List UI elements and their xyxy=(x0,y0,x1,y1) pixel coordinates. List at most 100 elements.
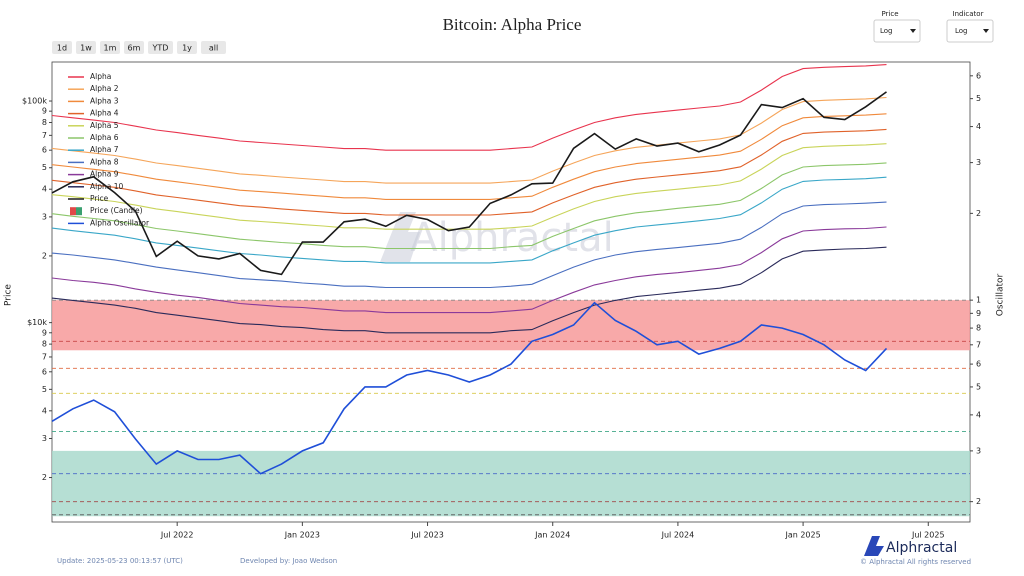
y2-tick-label: 5 xyxy=(976,382,981,391)
x-tick-label: Jul 2024 xyxy=(661,531,695,540)
y2-tick-label: 9 xyxy=(976,309,981,318)
legend-label: Alpha 6 xyxy=(90,133,119,142)
y-tick-label: 3 xyxy=(42,434,47,443)
legend-label: Alpha 8 xyxy=(90,157,119,166)
y-tick-label: 9 xyxy=(42,328,47,337)
y2-tick-label: 2 xyxy=(976,497,981,506)
legend-label: Alpha 7 xyxy=(90,145,119,154)
series-line xyxy=(51,143,887,230)
plot-frame xyxy=(51,61,971,523)
y-tick-label: 9 xyxy=(42,107,47,116)
series-line xyxy=(51,301,888,475)
series-line xyxy=(51,113,887,200)
x-tick-label: Jan 2023 xyxy=(284,531,320,540)
series-line xyxy=(51,201,887,289)
legend-label: Alpha 9 xyxy=(90,170,119,179)
y-tick-label: 2 xyxy=(42,251,47,260)
y2-tick-label: 5 xyxy=(976,94,981,103)
y2-tick-label: 4 xyxy=(976,410,981,419)
legend-label: Alpha 4 xyxy=(90,109,119,118)
update-time: Update: 2025-05-23 00:13:57 (UTC) xyxy=(57,557,183,565)
range-button[interactable] xyxy=(124,41,144,54)
series-line xyxy=(51,162,887,250)
y2-tick-label: 6 xyxy=(976,71,981,80)
legend-swatch xyxy=(76,207,82,216)
y-tick-label: 7 xyxy=(42,352,47,361)
range-button[interactable] xyxy=(148,41,173,54)
series-line xyxy=(51,91,887,276)
legend-label: Alpha 3 xyxy=(90,96,119,105)
y2-tick-label: 2 xyxy=(976,209,981,218)
legend-label: Price xyxy=(90,194,109,203)
y-tick-label: 4 xyxy=(42,185,47,194)
series-line xyxy=(51,226,887,314)
range-button-label[interactable]: 1d xyxy=(57,44,67,53)
legend-label: Alpha Oscillator xyxy=(90,218,150,227)
y2-tick-label: 3 xyxy=(976,446,981,455)
x-tick-label: Jul 2023 xyxy=(410,531,444,540)
range-button-label[interactable]: YTD xyxy=(152,44,169,53)
range-button[interactable] xyxy=(177,41,197,54)
range-button-label[interactable]: all xyxy=(209,44,218,53)
range-button-label[interactable]: 1m xyxy=(104,44,117,53)
y2-tick-label: 8 xyxy=(976,324,981,333)
y2-tick-label: 1 xyxy=(976,296,981,305)
dropdown-arrow[interactable] xyxy=(910,29,916,33)
y-tick-label: 6 xyxy=(42,367,47,376)
range-button-label[interactable]: 6m xyxy=(128,44,141,53)
y2-tick-label: 3 xyxy=(976,158,981,167)
legend-label: Alpha xyxy=(90,72,111,81)
legend-swatch xyxy=(70,207,76,216)
legend-label: Alpha 2 xyxy=(90,84,119,93)
y-tick-label: $10k xyxy=(27,318,47,327)
y-tick-label: 6 xyxy=(42,146,47,155)
x-tick-label: Jul 2025 xyxy=(911,531,945,540)
dropdown-label: Indicator xyxy=(953,10,984,18)
range-button-label[interactable]: 1w xyxy=(80,44,92,53)
y-tick-label: 2 xyxy=(42,473,47,482)
range-button[interactable] xyxy=(100,41,120,54)
y2-tick-label: 7 xyxy=(976,340,981,349)
x-tick-label: Jan 2024 xyxy=(534,531,570,540)
range-button[interactable] xyxy=(52,41,72,54)
dropdown-value[interactable]: Log xyxy=(955,27,968,35)
range-button-label[interactable]: 1y xyxy=(182,44,192,53)
range-button[interactable] xyxy=(201,41,226,54)
watermark: Alphractal xyxy=(410,215,613,261)
legend-label: Alpha 10 xyxy=(90,182,123,191)
zone xyxy=(52,300,970,351)
logo-icon xyxy=(864,536,884,556)
y-tick-label: 8 xyxy=(42,340,47,349)
developer: Developed by: Joao Wedson xyxy=(240,557,337,565)
y-tick-label: 3 xyxy=(42,212,47,221)
y-tick-label: 4 xyxy=(42,406,47,415)
series-line xyxy=(51,96,887,184)
indicator-scale-dropdown[interactable] xyxy=(946,19,994,43)
price-scale-dropdown[interactable] xyxy=(873,19,921,43)
legend-label: Alpha 5 xyxy=(90,121,119,130)
dropdown-arrow[interactable] xyxy=(983,29,989,33)
dropdown-value[interactable]: Log xyxy=(880,27,893,35)
series-line xyxy=(51,128,887,216)
watermark-icon xyxy=(380,212,420,262)
zone xyxy=(52,450,970,517)
y-tick-label: 5 xyxy=(42,163,47,172)
series-line xyxy=(51,246,887,334)
copyright: © Alphractal All rights reserved xyxy=(860,558,971,566)
y-tick-label: $100k xyxy=(22,97,47,106)
logo: Alphractal xyxy=(886,540,957,556)
series-line xyxy=(51,64,887,151)
y2-axis-title: Oscillator xyxy=(996,273,1006,316)
legend-label: Price (Candle) xyxy=(90,206,143,215)
y-tick-label: 8 xyxy=(42,118,47,127)
x-tick-label: Jul 2022 xyxy=(160,531,194,540)
y-tick-label: 7 xyxy=(42,131,47,140)
y-tick-label: 5 xyxy=(42,385,47,394)
series-line xyxy=(51,176,887,264)
range-button[interactable] xyxy=(76,41,96,54)
chart-title: Bitcoin: Alpha Price xyxy=(443,15,582,34)
y-axis-title: Price xyxy=(4,284,14,306)
y2-tick-label: 4 xyxy=(976,122,981,131)
x-tick-label: Jan 2025 xyxy=(784,531,820,540)
